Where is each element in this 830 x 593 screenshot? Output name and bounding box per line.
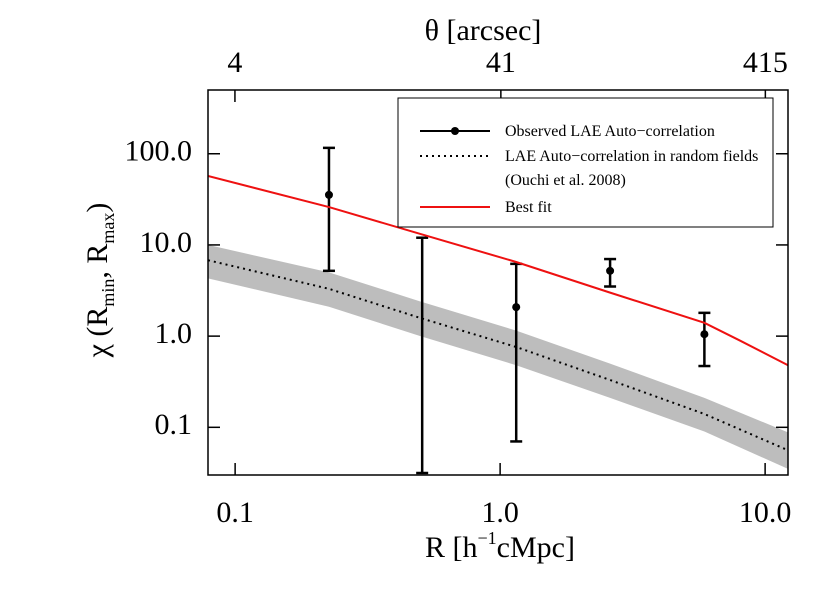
x-axis-label-part: cMpc] (497, 531, 575, 564)
legend-label: Best fit (505, 199, 552, 216)
legend-entry: Best fit (505, 199, 552, 216)
x-tick-label: 1.0 (481, 496, 519, 529)
legend-marker (451, 127, 459, 135)
data-point (512, 303, 521, 312)
x-tick-label: 10.0 (739, 496, 792, 529)
data-point (606, 266, 615, 275)
y-axis-label: χ (Rmin, Rmax) (81, 203, 118, 359)
legend-entry: LAE Auto−correlation in random fields (O… (505, 148, 759, 189)
x2-tick-label: 41 (486, 46, 516, 79)
x2-axis-label: θ [arcsec] (425, 14, 542, 47)
y-axis-label-part: , R (81, 244, 114, 279)
x-axis-label-part: R [h (425, 531, 478, 564)
legend-label: LAE Auto−correlation in random fields (O… (505, 148, 759, 189)
y-axis-label-part: min (98, 279, 118, 307)
y-tick-label: 10.0 (140, 226, 193, 259)
y-axis-label-part: χ (R (81, 307, 114, 359)
y-tick-label: 100.0 (125, 135, 193, 168)
legend-box (397, 97, 774, 228)
x-axis-label: R [h−1cMpc] (425, 528, 575, 564)
fit-line (208, 175, 788, 367)
y-tick-label: 0.1 (155, 408, 193, 441)
y-axis-label-part: max (98, 213, 118, 244)
data-point (700, 330, 709, 339)
x-axis-label-part: −1 (478, 528, 497, 548)
x-tick-label: 0.1 (216, 496, 254, 529)
x2-tick-label: 415 (743, 46, 788, 79)
y-tick-label: 1.0 (155, 317, 193, 350)
confidence-band (208, 244, 788, 469)
plot-frame (207, 89, 789, 476)
y-axis-label-part: ) (81, 203, 114, 213)
data-point (324, 190, 333, 199)
legend-entry: Observed LAE Auto−correlation (505, 123, 715, 140)
legend-label: Observed LAE Auto−correlation (505, 123, 715, 140)
x2-tick-label: 4 (227, 46, 242, 79)
